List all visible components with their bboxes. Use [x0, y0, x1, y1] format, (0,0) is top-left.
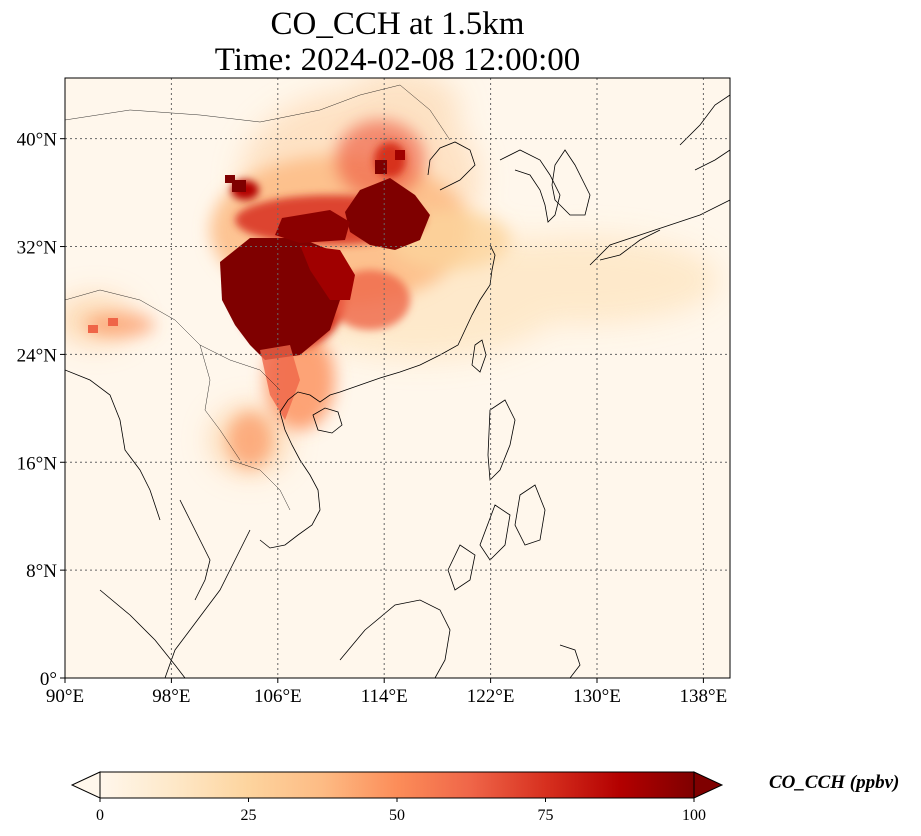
gridlines [65, 78, 730, 678]
plot-title-line2: Time: 2024-02-08 12:00:00 [214, 42, 581, 78]
x-tick-label: 130°E [573, 686, 621, 707]
plot-title-line1: CO_CCH at 1.5km [270, 6, 525, 42]
x-tick-label: 122°E [467, 686, 515, 707]
colorbar-label: CO_CCH (ppbv) [769, 772, 899, 793]
colorbar-tick-label: 50 [389, 807, 405, 824]
y-tick-label: 16°N [17, 453, 58, 474]
plume-core [88, 150, 430, 420]
colorbar-tick-label: 0 [96, 807, 104, 824]
country-borders [65, 84, 451, 511]
x-tick-label: 114°E [361, 686, 408, 707]
y-axis-ticks: 0° 8°N 16°N 24°N 32°N 40°N [17, 130, 65, 690]
x-tick-label: 138°E [680, 686, 728, 707]
x-tick-label: 90°E [46, 686, 84, 707]
y-tick-label: 24°N [17, 345, 58, 366]
x-axis-ticks: 90°E 98°E 106°E 114°E 122°E 130°E 138°E [46, 678, 727, 707]
y-tick-label: 0° [40, 669, 57, 690]
colorbar-tick-label: 100 [682, 807, 706, 824]
concentration-field [65, 78, 730, 678]
map-frame [64, 77, 731, 679]
y-tick-label: 32°N [17, 238, 58, 259]
y-tick-label: 8°N [26, 561, 57, 582]
colorbar-tick-label: 75 [538, 807, 554, 824]
colorbar-extend-high [693, 771, 724, 799]
colorbar-extend-low [70, 771, 101, 799]
colorbar-ticks: 0 25 50 75 100 [96, 798, 706, 824]
coastlines [65, 94, 730, 678]
y-tick-label: 40°N [17, 130, 58, 151]
x-tick-label: 98°E [152, 686, 190, 707]
colorbar-tick-label: 25 [241, 807, 257, 824]
colorbar-gradient [99, 771, 695, 799]
x-tick-label: 106°E [254, 686, 302, 707]
colorbar: 0 25 50 75 100 CO_CCH (ppbv) [70, 771, 899, 824]
